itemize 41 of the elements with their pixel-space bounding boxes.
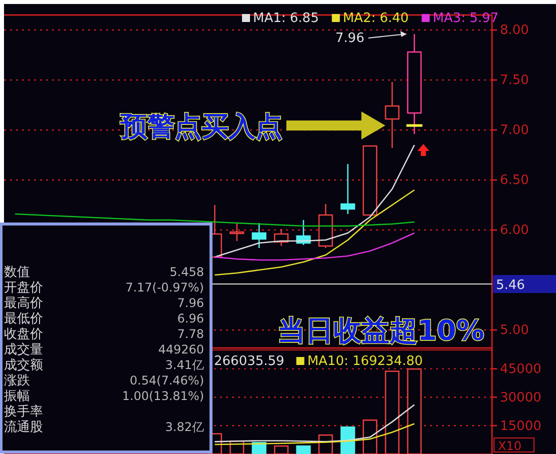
text: 数值 5.458 (4, 265, 204, 280)
y-tick-label: 7.00 (500, 123, 529, 138)
candlestick (407, 33, 422, 135)
annotation: 7.96 (335, 31, 364, 46)
annotation: 当日收益超10% (277, 314, 484, 347)
legend-label: MA10: 169234.80 (307, 354, 423, 369)
line-series (214, 144, 416, 258)
ref-line-label: 5.46 (496, 278, 525, 293)
line-series (214, 404, 416, 442)
annotation: 换手率 (4, 404, 43, 420)
y-tick-label: 8.00 (500, 23, 529, 38)
legend-label: MA2: 6.40 (342, 11, 409, 26)
text: 最高价 7.96 (4, 296, 204, 311)
y-tick-label: 30000 (500, 390, 542, 406)
candlestick (340, 163, 356, 215)
line-series (214, 423, 416, 446)
y-tick-label: 7.50 (500, 73, 529, 88)
y-tick-label: 45000 (500, 362, 542, 377)
text: 涨跌 0.54(7.46%) (4, 374, 204, 388)
line-series (214, 189, 416, 276)
text: 振幅 1.00(13.81%) (4, 389, 204, 404)
bar (296, 445, 311, 454)
legend-label: MA1: 6.85 (253, 11, 319, 26)
candlestick (318, 203, 333, 249)
candlestick (384, 81, 400, 149)
text: 最低价 6.96 (4, 312, 204, 326)
text: 流通股 3.82亿 (4, 420, 204, 435)
text: X10 (498, 439, 522, 453)
y-tick-label: 5.00 (500, 323, 529, 338)
line-series (14, 213, 416, 227)
text: 收盘价 7.78 (4, 327, 204, 342)
line-series (214, 232, 416, 261)
y-tick-label: 6.00 (500, 223, 529, 238)
text: 成交量 449260 (4, 342, 204, 358)
annotation: 预警点买入点 (119, 112, 282, 142)
bar (340, 426, 356, 454)
text: 成交额 3.41亿 (4, 358, 204, 373)
y-tick-label: 6.50 (500, 173, 529, 188)
annotation: 266035.59 (214, 354, 284, 369)
y-tick-label: 15000 (500, 418, 542, 434)
text: 开盘价 7.17(-0.97%) (4, 280, 204, 296)
